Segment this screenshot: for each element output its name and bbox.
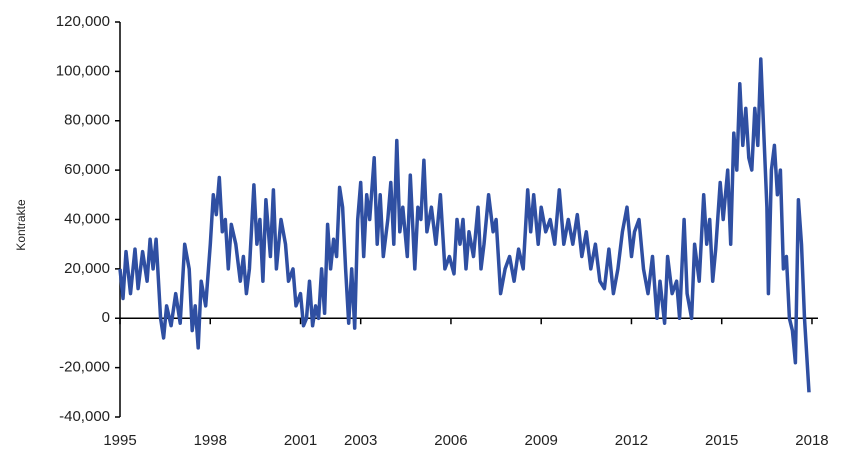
x-tick-label: 1995 xyxy=(103,432,136,449)
x-tick-label: 2003 xyxy=(344,432,377,449)
y-tick-label: 100,000 xyxy=(56,62,110,79)
y-tick-label: 60,000 xyxy=(64,161,110,178)
y-tick-label: 0 xyxy=(102,309,110,326)
y-tick-label: 80,000 xyxy=(64,112,110,129)
y-tick-label: 40,000 xyxy=(64,210,110,227)
y-tick-label: 20,000 xyxy=(64,260,110,277)
x-tick-label: 2015 xyxy=(705,432,738,449)
x-tick-label: 2009 xyxy=(525,432,558,449)
x-tick-label: 1998 xyxy=(194,432,227,449)
y-tick-label: -20,000 xyxy=(59,359,110,376)
x-tick-label: 2012 xyxy=(615,432,648,449)
y-tick-label: -40,000 xyxy=(59,408,110,425)
x-tick-label: 2001 xyxy=(284,432,317,449)
x-tick-label: 2006 xyxy=(434,432,467,449)
x-tick-label: 2018 xyxy=(795,432,828,449)
y-tick-label: 120,000 xyxy=(56,13,110,30)
data-line xyxy=(118,57,811,393)
y-axis-label: Kontrakte xyxy=(14,199,28,251)
